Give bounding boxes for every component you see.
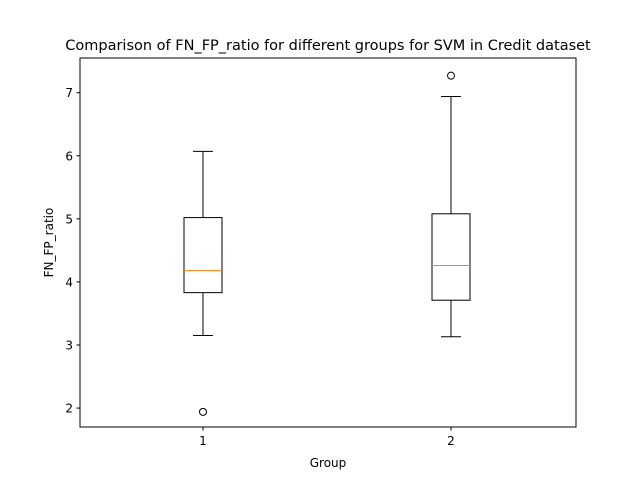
axes-frame bbox=[79, 57, 577, 428]
x-axis-label: Group bbox=[310, 456, 347, 470]
y-axis-label: FN_FP_ratio bbox=[42, 208, 56, 278]
x-tick-label: 1 bbox=[199, 434, 207, 448]
outlier-point bbox=[199, 407, 207, 416]
y-tick-label: 5 bbox=[65, 212, 73, 226]
y-tick-label: 6 bbox=[65, 149, 73, 163]
plot-area bbox=[183, 71, 471, 416]
y-tick-label: 2 bbox=[65, 402, 73, 416]
chart-title: Comparison of FN_FP_ratio for different … bbox=[65, 38, 591, 54]
x-tick-label: 2 bbox=[447, 434, 455, 448]
y-tick-label: 3 bbox=[65, 339, 73, 353]
y-tick-label: 7 bbox=[65, 86, 73, 100]
box-group-1 bbox=[183, 150, 223, 416]
box bbox=[183, 217, 223, 294]
y-tick-label: 4 bbox=[65, 275, 73, 289]
box bbox=[431, 213, 471, 301]
outlier-point bbox=[447, 71, 455, 80]
box-group-2 bbox=[431, 71, 471, 338]
y-axis: 2 3 4 5 6 7 bbox=[65, 86, 80, 416]
